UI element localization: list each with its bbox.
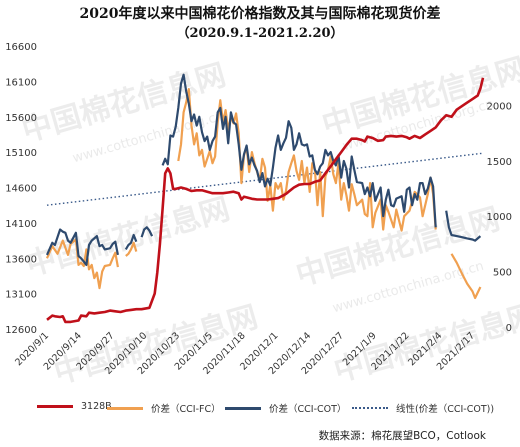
left-axis-tick-label: 15600 (5, 113, 37, 124)
series-line-3128b (46, 77, 485, 324)
legend-item-cci-cot: 价差（CCI-COT） (225, 401, 346, 415)
right-axis-tick-label: 1000 (487, 212, 512, 223)
left-axis-tick-label: 12600 (5, 325, 37, 336)
left-axis-tick-label: 15100 (5, 148, 37, 159)
chart-legend: 3128B 价差（CCI-FC） 价差（CCI-COT） 线性(价差（CCI-C… (0, 401, 520, 417)
legend-item-3128b: 3128B (37, 401, 112, 412)
data-source: 数据来源：棉花展望BCO，Cotlook (318, 430, 486, 442)
legend-item-cci-fc: 价差（CCI-FC） (107, 401, 221, 415)
left-axis-tick-label: 13100 (5, 290, 37, 301)
left-axis-tick-label: 14100 (5, 219, 37, 230)
series-line-cci-fc (177, 88, 437, 232)
series-line-cci-cot (140, 226, 154, 238)
left-axis-tick-label: 13600 (5, 254, 37, 265)
series-line-cci-cot (124, 233, 138, 250)
legend-label-cci-cot: 价差（CCI-COT） (269, 404, 347, 415)
legend-label-trend: 线性(价差（CCI-COT)) (396, 404, 495, 415)
trend-line-cci-cot (46, 152, 484, 206)
series-line-cci-fc (45, 238, 119, 290)
series-line-cci-fc (450, 253, 482, 300)
legend-swatch-3128b (37, 405, 73, 408)
left-axis-tick-label: 16100 (5, 77, 37, 88)
right-axis-tick-label: 2000 (487, 102, 512, 113)
legend-swatch-cci-fc (107, 406, 143, 410)
chart-title: 2020年度以来中国棉花价格指数及其与国际棉花现货价差 (79, 6, 441, 22)
legend-label-3128b: 3128B (81, 401, 112, 412)
legend-label-cci-fc: 价差（CCI-FC） (151, 404, 221, 415)
series-line-cci-cot (161, 73, 437, 228)
legend-swatch-trend (352, 407, 388, 409)
right-axis-tick-label: 0 (506, 323, 512, 334)
left-axis-tick-label: 14600 (5, 184, 37, 195)
series-line-cci-cot (445, 210, 482, 242)
right-axis-tick-label: 500 (493, 268, 512, 279)
series-line-cci-fc (125, 241, 138, 257)
chart-subtitle: （2020.9.1-2021.2.20） (176, 26, 344, 41)
legend-swatch-cci-cot (225, 406, 261, 410)
right-axis-tick-label: 1500 (487, 157, 512, 168)
series-line-cci-cot (45, 228, 119, 266)
left-axis-tick-label: 16600 (5, 42, 37, 53)
legend-item-trend: 线性(价差（CCI-COT)) (352, 401, 494, 415)
